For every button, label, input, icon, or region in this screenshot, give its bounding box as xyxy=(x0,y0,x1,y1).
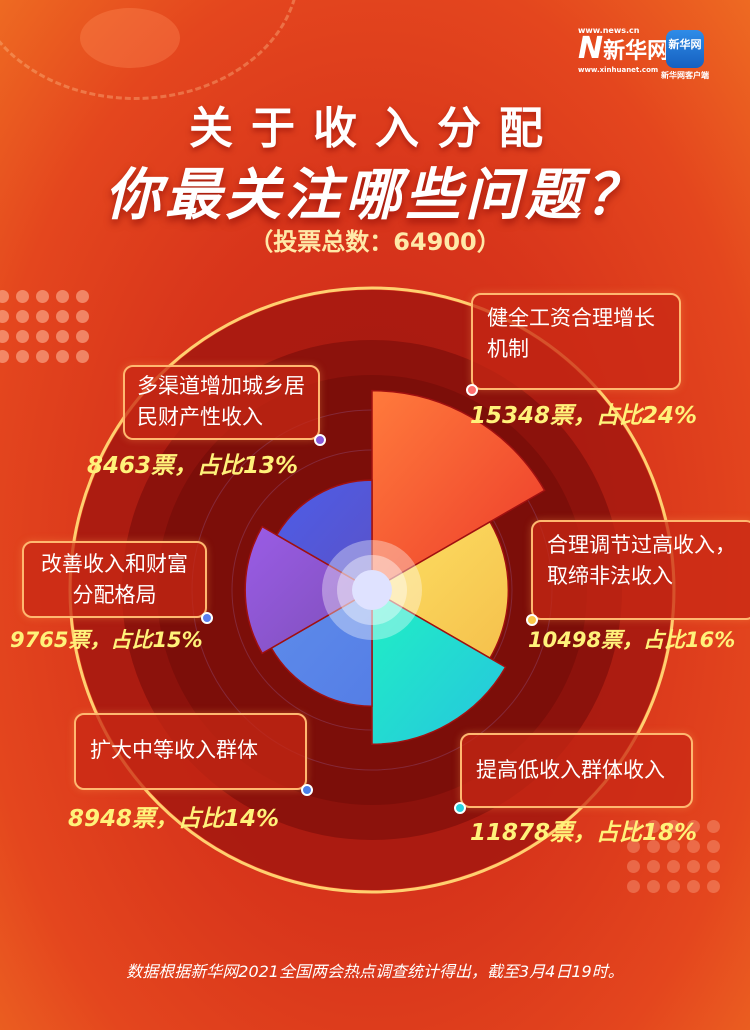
marker-dot xyxy=(454,802,466,814)
rose-sector-0 xyxy=(371,389,546,592)
label-box-wage: 健全工资合理增长机制 xyxy=(471,293,681,390)
rose-sector-1 xyxy=(370,520,510,660)
label-box-distribution: 改善收入和财富分配格局 xyxy=(22,541,207,618)
category-label: 改善收入和财富分配格局 xyxy=(41,552,188,607)
marker-dot xyxy=(466,384,478,396)
logo-sub: www.xinhuanet.com xyxy=(578,66,659,74)
app-icon: 新华网 xyxy=(666,30,704,68)
rose-sector-5 xyxy=(275,479,373,592)
rose-sector-4 xyxy=(244,525,374,655)
center-dot xyxy=(352,570,392,610)
title-line-1: 关于收入分配 xyxy=(189,103,561,154)
value-label: 9765票，占比15% xyxy=(10,628,203,652)
logo-url: www.news.cn xyxy=(578,26,640,35)
dot-pattern-right xyxy=(627,820,720,893)
marker-dot xyxy=(201,612,213,624)
logo-name: 新华网 xyxy=(603,39,670,64)
xinhuanet-logo: www.news.cn N新华网 www.xinhuanet.com xyxy=(578,26,670,74)
category-label: 健全工资合理增长机制 xyxy=(487,306,655,361)
value-label: 15348票，占比24% xyxy=(470,403,698,429)
label-box-property: 多渠道增加城乡居民财产性收入 xyxy=(123,365,320,440)
value-label: 11878票，占比18% xyxy=(470,820,698,846)
subtitle-total-votes: （投票总数：64900） xyxy=(249,228,501,256)
category-label: 合理调节过高收入，取缔非法收入 xyxy=(547,533,736,588)
category-label: 提高低收入群体收入 xyxy=(476,758,665,782)
title-line-2: 你最关注哪些问题？ xyxy=(105,163,645,228)
rose-sector-3 xyxy=(270,588,373,707)
dot-pattern-left xyxy=(0,290,89,363)
value-label: 8948票，占比14% xyxy=(68,806,280,832)
rose-sector-2 xyxy=(371,588,507,746)
footer-note: 数据根据新华网2021全国两会热点调查统计得出，截至3月4日19时。 xyxy=(126,962,624,981)
star-emblem xyxy=(80,8,180,68)
label-box-regulate: 合理调节过高收入，取缔非法收入 xyxy=(531,520,750,620)
label-box-low-income: 提高低收入群体收入 xyxy=(460,733,693,808)
marker-dot xyxy=(526,614,538,626)
label-box-middle-income: 扩大中等收入群体 xyxy=(74,713,307,790)
app-caption: 新华网客户端 xyxy=(661,71,709,80)
xinhua-app-logo: 新华网 新华网客户端 xyxy=(660,30,710,81)
marker-dot xyxy=(314,434,326,446)
value-label: 10498票，占比16% xyxy=(528,628,736,652)
marker-dot xyxy=(301,784,313,796)
category-label: 多渠道增加城乡居民财产性收入 xyxy=(137,374,305,429)
value-label: 8463票，占比13% xyxy=(87,453,299,479)
category-label: 扩大中等收入群体 xyxy=(90,738,258,762)
